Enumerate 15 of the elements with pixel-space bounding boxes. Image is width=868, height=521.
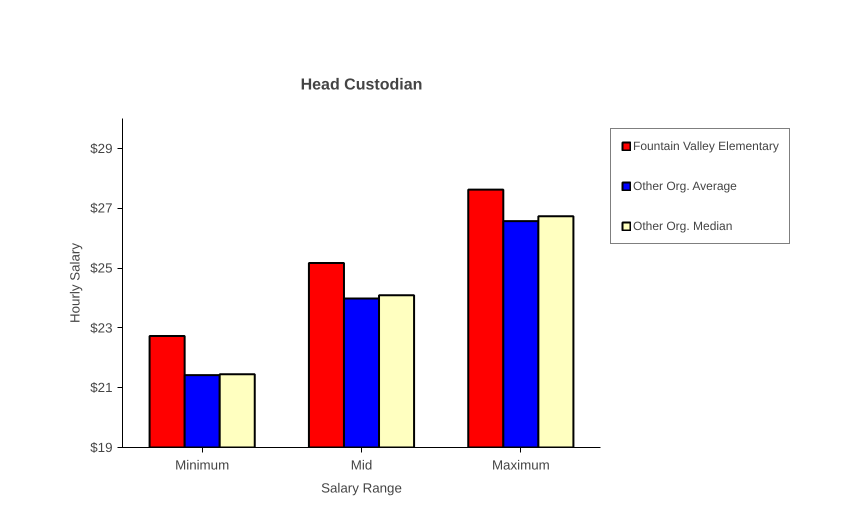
x-axis-title: Salary Range	[321, 480, 402, 496]
legend-label: Other Org. Average	[633, 179, 737, 193]
y-tick-label: $29	[90, 140, 113, 156]
x-tick-label: Maximum	[492, 458, 550, 472]
y-tick-label: $27	[90, 200, 113, 216]
y-tick-label: $23	[90, 320, 113, 336]
x-tick-label: Minimum	[175, 458, 230, 472]
legend-label: Fountain Valley Elementary	[633, 139, 779, 153]
y-tick-label: $25	[90, 260, 113, 276]
legend-label: Other Org. Median	[633, 219, 732, 233]
y-tick-label: $21	[90, 380, 113, 396]
chart-title: Head Custodian	[300, 76, 422, 94]
y-tick-label: $19	[90, 440, 113, 455]
y-axis-title: Hourly Salary	[67, 242, 82, 323]
x-tick-label: Mid	[350, 458, 372, 472]
